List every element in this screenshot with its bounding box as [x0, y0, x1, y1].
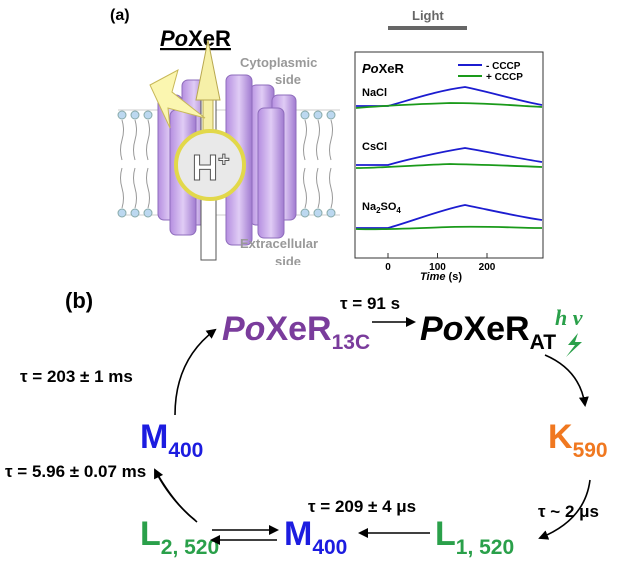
row-label: NaCl — [362, 87, 387, 99]
state-sub: 1, 520 — [456, 536, 514, 559]
extracellular-label: side — [275, 254, 301, 269]
state-main: M — [140, 418, 168, 456]
legend-label: + CCCP — [486, 72, 523, 83]
state: L1, 520 — [435, 515, 514, 559]
tau-label: τ = 5.96 ± 0.07 ms — [5, 462, 146, 481]
state-sub: 400 — [312, 536, 347, 559]
row-label-sub: 4 — [396, 206, 401, 215]
plot-name-rest: XeR — [379, 61, 405, 76]
light-bolt — [566, 333, 582, 357]
state-main: XeR — [463, 310, 529, 348]
x-axis-label: Time (s) — [420, 271, 462, 283]
tau-label: τ = 91 s — [340, 294, 400, 313]
ion-main: H — [192, 147, 218, 188]
state: PoXeRAT — [420, 310, 556, 354]
membrane-cartoon: H+ Cytoplasmic side Extracellular side — [118, 40, 340, 269]
state: M400 — [284, 515, 347, 559]
state-sub: 2, 520 — [161, 536, 219, 559]
state-main: L — [140, 515, 161, 553]
ion-sup: + — [218, 149, 230, 171]
state-main: L — [435, 515, 456, 553]
row-label-part: SO — [381, 201, 397, 213]
x-axis-label-rest: (s) — [445, 271, 462, 283]
figure: (a) PoXeR H+ Cytoplasmic side Extracellu… — [0, 0, 639, 564]
state-main: XeR — [265, 310, 331, 348]
state-main: M — [284, 515, 312, 553]
tau-label: τ ~ 2 μs — [538, 502, 599, 521]
state: M400 — [140, 418, 203, 462]
tau-label: τ = 203 ± 1 ms — [20, 367, 133, 386]
extracellular-label: Extracellular — [240, 236, 318, 251]
state-sub: 13C — [332, 331, 371, 354]
state-sub: AT — [530, 331, 557, 354]
tau-label: τ = 209 ± 4 μs — [308, 497, 416, 516]
plot-name-italic: Po — [362, 61, 379, 76]
state-sub: 400 — [168, 439, 203, 462]
plot-name: PoXeR — [362, 61, 405, 76]
state: L2, 520 — [140, 515, 219, 559]
state-sub: 590 — [573, 439, 608, 462]
x-tick-label: 0 — [385, 262, 391, 273]
cytoplasmic-label: side — [275, 72, 301, 87]
state: K590 — [548, 418, 608, 462]
legend-label: - CCCP — [486, 61, 521, 72]
panel-label: (a) — [110, 7, 130, 24]
row-label-part: Na — [362, 201, 377, 213]
state: PoXeR13C — [222, 310, 370, 354]
cytoplasmic-label: Cytoplasmic — [240, 55, 317, 70]
title-italic: Po — [160, 26, 188, 51]
panel-label: (b) — [65, 288, 93, 313]
row-label: Na2SO4 — [362, 201, 401, 215]
row-label: CsCl — [362, 141, 387, 153]
x-axis-label-italic: Time — [420, 271, 445, 283]
state-main: K — [548, 418, 573, 456]
state-italic: Po — [222, 310, 265, 348]
panel-title: PoXeR — [160, 26, 231, 51]
state-italic: Po — [420, 310, 463, 348]
light-symbol: h ν — [555, 305, 583, 330]
light-label: Light — [412, 8, 444, 23]
x-tick-label: 200 — [479, 262, 496, 273]
